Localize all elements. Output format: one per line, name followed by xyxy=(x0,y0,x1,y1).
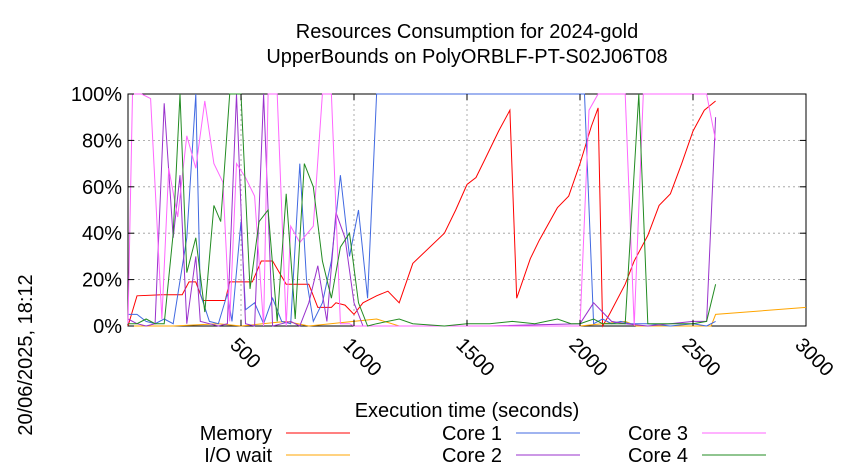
x-tick-label: 500 xyxy=(225,334,264,373)
series-line-core-3 xyxy=(127,93,717,327)
y-tick-label: 100% xyxy=(71,84,122,106)
legend-label: Core 2 xyxy=(442,445,502,467)
x-tick-label: 2000 xyxy=(564,334,611,381)
series-line-core-2 xyxy=(127,93,717,327)
ticks: 0% 20% 40% 60% 80% 100% 500 1000 1500 2000 2500 300… xyxy=(71,84,838,381)
series-line-core-4 xyxy=(128,93,717,327)
legend-label: Memory xyxy=(200,423,272,445)
legend-label: Core 1 xyxy=(442,423,502,445)
grid xyxy=(128,94,806,326)
y-tick-label: 40% xyxy=(82,223,122,245)
series-lines xyxy=(127,93,807,328)
x-tick-label: 1500 xyxy=(451,334,498,381)
legend-label: Core 4 xyxy=(628,445,688,467)
chart-title-line2: UpperBounds on PolyORBLF-PT-S02J06T08 xyxy=(266,46,667,68)
x-tick-label: 1000 xyxy=(338,334,385,381)
y-tick-label: 0% xyxy=(93,316,122,338)
timestamp-label: 20/06/2025, 18:12 xyxy=(15,274,37,435)
x-axis-label: Execution time (seconds) xyxy=(355,400,580,422)
series-line-core-1 xyxy=(128,93,716,327)
y-tick-label: 80% xyxy=(82,130,122,152)
legend-label: Core 3 xyxy=(628,423,688,445)
y-tick-label: 20% xyxy=(82,270,122,292)
legend-label: I/O wait xyxy=(204,445,272,467)
x-tick-label: 3000 xyxy=(790,334,837,381)
y-tick-label: 60% xyxy=(82,177,122,199)
chart-title-line1: Resources Consumption for 2024-gold xyxy=(296,21,638,43)
series-line-memory xyxy=(127,100,716,328)
x-tick-label: 2500 xyxy=(677,334,724,381)
